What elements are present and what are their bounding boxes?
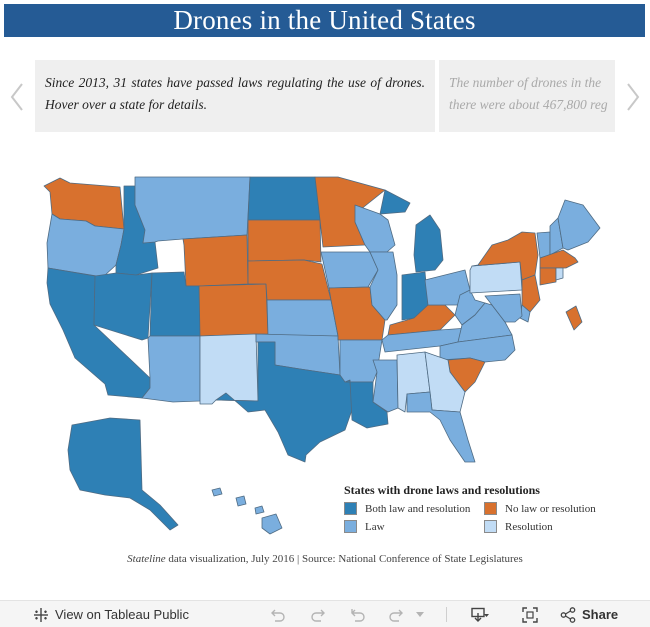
story-point-next[interactable]: The number of drones in the there were a… (439, 60, 615, 132)
legend-item-none[interactable]: No law or resolution (484, 502, 624, 515)
revert-button[interactable] (350, 601, 366, 627)
legend-title: States with drone laws and resolutions (344, 483, 540, 497)
state-il[interactable] (369, 251, 398, 321)
state-ia[interactable] (320, 251, 379, 289)
share-label: Share (582, 607, 619, 622)
state-hi[interactable] (211, 487, 283, 535)
refresh-icon (389, 609, 403, 622)
state-co[interactable] (198, 283, 269, 337)
share-icon (560, 606, 576, 623)
state-fl[interactable] (406, 391, 476, 463)
share-button[interactable]: Share (560, 601, 618, 627)
download-button[interactable] (471, 601, 489, 627)
chevron-down-icon (416, 611, 424, 617)
state-ks[interactable] (266, 299, 339, 337)
us-state-map (0, 160, 650, 550)
story-point-next-line1: The number of drones in the (449, 75, 602, 90)
source-caption: Stateline data visualization, July 2016 … (0, 553, 650, 565)
legend-item-both[interactable]: Both law and resolution (344, 502, 484, 515)
state-sd[interactable] (247, 219, 322, 263)
state-ri[interactable] (555, 267, 564, 281)
refresh-button[interactable] (388, 601, 404, 627)
revert-icon (351, 608, 365, 622)
state-mt[interactable] (134, 176, 251, 244)
state-nj[interactable] (521, 274, 541, 313)
tableau-toolbar: View on Tableau Public (0, 600, 650, 627)
legend-label-both: Both law and resolution (365, 502, 471, 515)
state-ct[interactable] (539, 267, 557, 286)
caption-source-rest: data visualization, July 2016 | Source: … (165, 553, 523, 565)
dashboard-title: Drones in the United States (4, 4, 645, 37)
fullscreen-button[interactable] (522, 601, 538, 627)
pause-dropdown[interactable] (416, 601, 424, 627)
state-me[interactable] (557, 199, 601, 251)
legend-label-none: No law or resolution (505, 502, 596, 515)
legend-swatch-resolution (484, 520, 497, 533)
download-icon (471, 607, 489, 622)
legend-swatch-both (344, 502, 357, 515)
legend-label-resolution: Resolution (505, 520, 553, 533)
caption-source-italic: Stateline (127, 553, 166, 565)
state-nm[interactable] (199, 333, 259, 405)
tableau-logo-icon (34, 607, 48, 622)
redo-button[interactable] (310, 601, 326, 627)
state-tx[interactable] (215, 341, 353, 463)
state-la[interactable] (344, 379, 389, 429)
legend-swatch-law (344, 520, 357, 533)
state-ak[interactable] (67, 417, 179, 531)
undo-button[interactable] (270, 601, 286, 627)
story-prev-arrow-icon[interactable] (5, 80, 29, 114)
state-dc[interactable] (565, 305, 583, 331)
state-az[interactable] (141, 335, 201, 403)
state-pa[interactable] (469, 261, 523, 294)
view-on-tableau-label: View on Tableau Public (55, 607, 189, 622)
redo-icon (311, 609, 325, 622)
fullscreen-icon (522, 606, 538, 623)
us-state-map-svg (43, 176, 601, 535)
state-vt[interactable] (536, 231, 551, 259)
map-legend: States with drone laws and resolutions B… (344, 483, 644, 533)
state-nv[interactable] (93, 272, 153, 341)
state-md[interactable] (484, 293, 523, 323)
story-point-active-text: Since 2013, 31 states have passed laws r… (45, 75, 425, 112)
state-mi[interactable] (379, 189, 444, 273)
legend-swatch-none (484, 502, 497, 515)
legend-item-resolution[interactable]: Resolution (484, 520, 624, 533)
legend-label-law: Law (365, 520, 385, 533)
state-ms[interactable] (372, 359, 399, 413)
undo-icon (271, 609, 285, 622)
state-nd[interactable] (247, 176, 321, 221)
state-wy[interactable] (182, 234, 249, 287)
story-next-arrow-icon[interactable] (621, 80, 645, 114)
story-point-next-line2: there were about 467,800 reg (449, 97, 608, 112)
state-ny[interactable] (471, 231, 539, 281)
legend-item-law[interactable]: Law (344, 520, 484, 533)
story-point-active[interactable]: Since 2013, 31 states have passed laws r… (35, 60, 435, 132)
view-on-tableau-button[interactable]: View on Tableau Public (33, 601, 189, 627)
